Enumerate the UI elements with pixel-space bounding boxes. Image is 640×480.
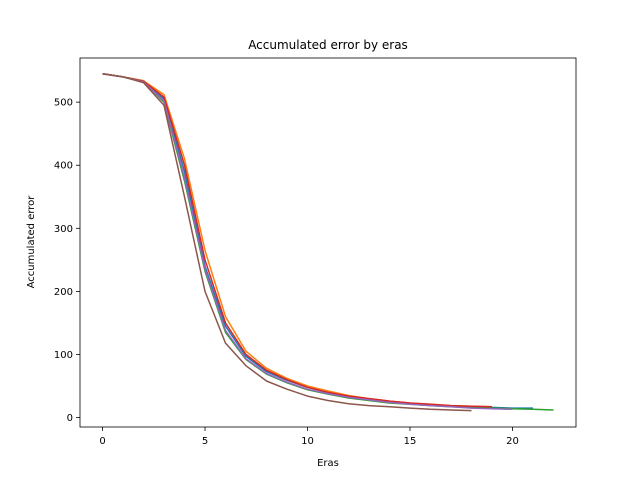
series-line-6 xyxy=(102,73,472,412)
y-tick-label: 300 xyxy=(54,224,73,235)
y-tick-label: 0 xyxy=(67,413,73,424)
y-tick-label: 500 xyxy=(54,98,73,109)
x-tick-label: 10 xyxy=(301,436,314,447)
y-tick-label: 200 xyxy=(54,287,73,298)
series-line-5 xyxy=(102,73,513,411)
plot-frame xyxy=(79,57,577,428)
x-axis-label: Eras xyxy=(317,458,339,469)
y-axis-ticks: 0 100 200 300 400 500 xyxy=(54,98,80,424)
x-tick-label: 20 xyxy=(506,436,519,447)
chart-title: Accumulated error by eras xyxy=(248,38,408,52)
x-axis-ticks: 0 5 10 15 20 xyxy=(99,427,519,447)
series-layer xyxy=(102,73,554,412)
series-line-4 xyxy=(102,73,493,408)
x-tick-label: 5 xyxy=(202,436,208,447)
x-tick-label: 0 xyxy=(99,436,105,447)
y-tick-label: 400 xyxy=(54,161,73,172)
y-tick-label: 100 xyxy=(54,350,73,361)
x-tick-label: 15 xyxy=(404,436,417,447)
y-axis-label: Accumulated error xyxy=(26,195,37,289)
